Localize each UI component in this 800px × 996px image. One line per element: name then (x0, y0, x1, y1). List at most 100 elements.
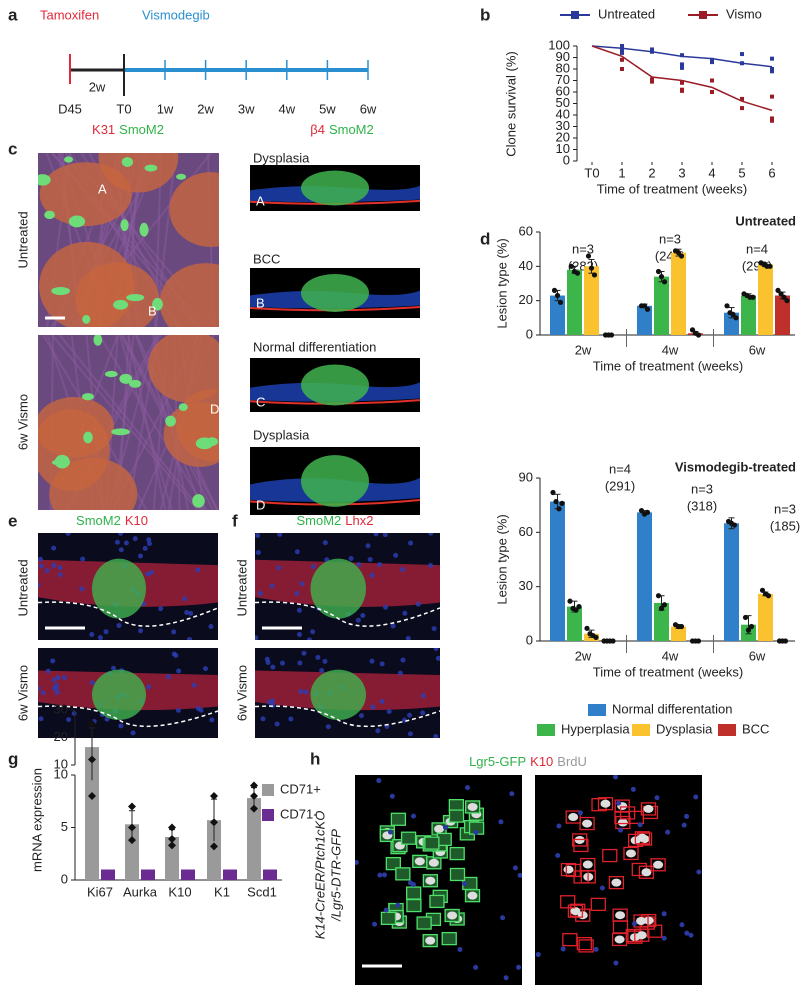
nucleus (382, 872, 388, 878)
stain: K31 (92, 122, 115, 137)
data-point (730, 311, 736, 317)
nucleus (51, 545, 57, 551)
data-point (689, 327, 696, 333)
cell (612, 920, 629, 934)
nucleus (198, 707, 204, 713)
nucleus (147, 541, 153, 547)
legend-swatch (262, 784, 274, 796)
nucleus (355, 860, 359, 866)
nucleus (535, 952, 541, 958)
data-point (759, 587, 766, 593)
data-point (250, 792, 258, 800)
nucleus (684, 930, 690, 936)
bar (671, 252, 686, 335)
y-tick-label: 10 (556, 141, 570, 156)
nucleus (255, 550, 261, 556)
legend-label: Hyperplasia (561, 721, 630, 736)
x-tick-label: 2w (575, 342, 592, 357)
data-point (655, 268, 662, 275)
cell (562, 933, 578, 947)
nucleus (116, 622, 122, 628)
nucleus (294, 591, 300, 597)
data-point (584, 625, 590, 631)
timeline-label: Tamoxifen (40, 7, 99, 22)
nucleus (38, 686, 41, 692)
clone (64, 156, 74, 163)
x-tick-label: 3 (678, 165, 685, 180)
data-point (168, 841, 176, 850)
nucleus (44, 568, 50, 574)
bar (671, 626, 686, 641)
cell (565, 863, 581, 878)
nucleus (208, 624, 214, 630)
nucleus (643, 916, 654, 925)
nucleus (38, 716, 44, 722)
nucleus (693, 794, 699, 800)
bar (775, 295, 790, 335)
bar (654, 276, 669, 335)
nucleus (55, 675, 61, 681)
cell (634, 831, 651, 845)
nucleus (270, 664, 276, 670)
data-point (567, 598, 573, 604)
clone (301, 170, 369, 206)
nucleus (288, 716, 294, 722)
data-point (550, 489, 556, 496)
clone (301, 364, 369, 406)
nucleus (66, 717, 72, 723)
clone (92, 558, 146, 619)
clone (206, 437, 219, 446)
nucleus (260, 716, 266, 722)
cell (390, 812, 407, 826)
clone (120, 219, 129, 232)
nucleus (407, 712, 413, 718)
nucleus (132, 536, 138, 542)
cell (380, 911, 397, 926)
nucleus (377, 872, 383, 878)
clone (54, 454, 70, 469)
row-label: 6w Vismo (15, 394, 30, 450)
nucleus (202, 666, 208, 672)
basement (38, 601, 218, 627)
data-point (740, 52, 744, 57)
y-tick-label: 10 (54, 766, 68, 781)
nucleus (556, 823, 562, 829)
nucleus (568, 813, 579, 822)
bar (85, 747, 99, 880)
y-tick-label: 60 (519, 223, 533, 238)
clone (51, 286, 71, 296)
nucleus (615, 911, 626, 920)
nucleus (616, 800, 622, 806)
cell (590, 897, 606, 912)
y-tick-label: 60 (556, 83, 570, 98)
bar (724, 523, 739, 641)
data-point (770, 67, 774, 71)
x-tick-label: 6w (749, 648, 766, 663)
nucleus (618, 827, 624, 833)
nucleus (310, 564, 316, 570)
clone (165, 415, 176, 427)
tissue (58, 335, 202, 510)
nucleus (138, 628, 144, 634)
legend-swatch (262, 809, 274, 821)
nucleus (387, 829, 393, 835)
nucleus (641, 868, 652, 877)
nucleus (325, 724, 331, 730)
annotation: n=3 (572, 241, 594, 256)
tissue (355, 775, 522, 985)
cell (441, 931, 457, 946)
data-point (731, 522, 738, 528)
bar (141, 869, 155, 880)
legend-swatch (718, 724, 736, 736)
nucleus (191, 682, 197, 688)
nucleus (370, 704, 376, 710)
data-point (88, 719, 96, 728)
data-point (782, 638, 789, 644)
nucleus (637, 833, 648, 842)
nucleus (303, 689, 309, 695)
clone (82, 314, 91, 324)
data-point (638, 508, 645, 514)
annotation: n=4 (746, 241, 768, 256)
nucleus (319, 668, 325, 674)
nucleus (462, 881, 468, 887)
